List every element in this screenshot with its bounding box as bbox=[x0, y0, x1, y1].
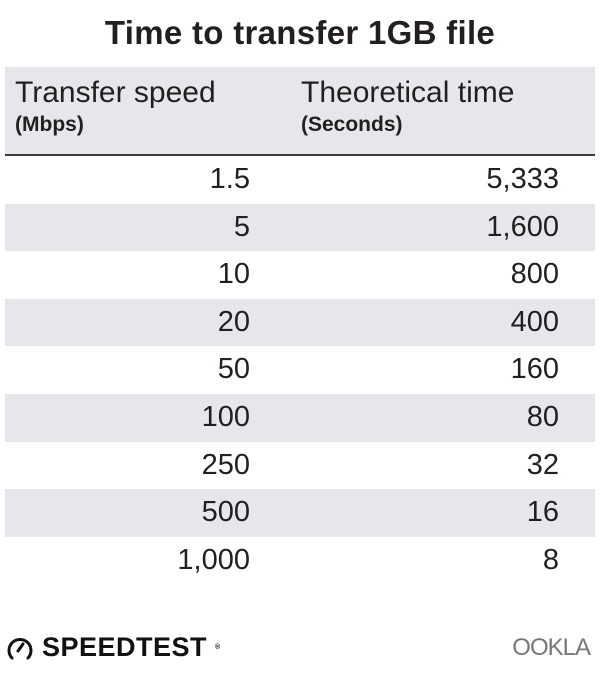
cell-speed: 250 bbox=[201, 448, 250, 481]
table-row: 1,000 8 bbox=[5, 537, 595, 585]
cell-time: 160 bbox=[510, 353, 559, 386]
table-row: 250 32 bbox=[5, 442, 595, 490]
header-label: Theoretical time bbox=[301, 76, 515, 109]
table-header: Transfer speed (Mbps) Theoretical time (… bbox=[5, 67, 595, 156]
table-title: Time to transfer 1GB file bbox=[104, 14, 496, 51]
table-row: 10 800 bbox=[5, 251, 595, 299]
cell-time: 8 bbox=[542, 543, 559, 576]
cell-time: 800 bbox=[510, 258, 559, 291]
cell-speed: 5 bbox=[233, 210, 250, 243]
cell-speed: 50 bbox=[217, 353, 250, 386]
cell-time: 400 bbox=[510, 305, 559, 338]
transfer-time-table: Transfer speed (Mbps) Theoretical time (… bbox=[5, 67, 595, 584]
cell-speed: 100 bbox=[201, 400, 250, 433]
cell-time: 16 bbox=[526, 496, 559, 529]
table-row: 1.5 5,333 bbox=[5, 156, 595, 204]
header-theoretical-time: Theoretical time (Seconds) bbox=[301, 75, 514, 139]
header-unit: (Seconds) bbox=[301, 113, 403, 136]
cell-time: 1,600 bbox=[486, 210, 559, 243]
speedometer-icon bbox=[7, 637, 33, 659]
table-body: 1.5 5,333 5 1,600 10 800 20 400 50 160 100 80 250 32 5… bbox=[5, 156, 595, 584]
cell-time: 32 bbox=[526, 448, 559, 481]
header-transfer-speed: Transfer speed (Mbps) bbox=[15, 75, 216, 139]
cell-speed: 10 bbox=[217, 258, 250, 291]
header-label: Transfer speed bbox=[15, 76, 216, 109]
table-row: 5 1,600 bbox=[5, 203, 595, 252]
cell-speed: 20 bbox=[217, 305, 250, 338]
table-row: 500 16 bbox=[5, 489, 595, 537]
cell-time: 80 bbox=[526, 400, 559, 433]
header-unit: (Mbps) bbox=[15, 113, 84, 136]
speedtest-wordmark: SPEEDTEST bbox=[42, 632, 208, 662]
cell-speed: 1.5 bbox=[209, 163, 250, 195]
cell-time: 5,333 bbox=[486, 163, 559, 195]
speedtest-logo: SPEEDTEST ® bbox=[6, 632, 221, 663]
ookla-logo: OOKLA bbox=[512, 634, 591, 661]
table-row: 20 400 bbox=[5, 298, 595, 347]
cell-speed: 1,000 bbox=[177, 543, 250, 576]
table-row: 50 160 bbox=[5, 346, 595, 394]
table-row: 100 80 bbox=[5, 393, 595, 442]
cell-speed: 500 bbox=[201, 496, 250, 529]
